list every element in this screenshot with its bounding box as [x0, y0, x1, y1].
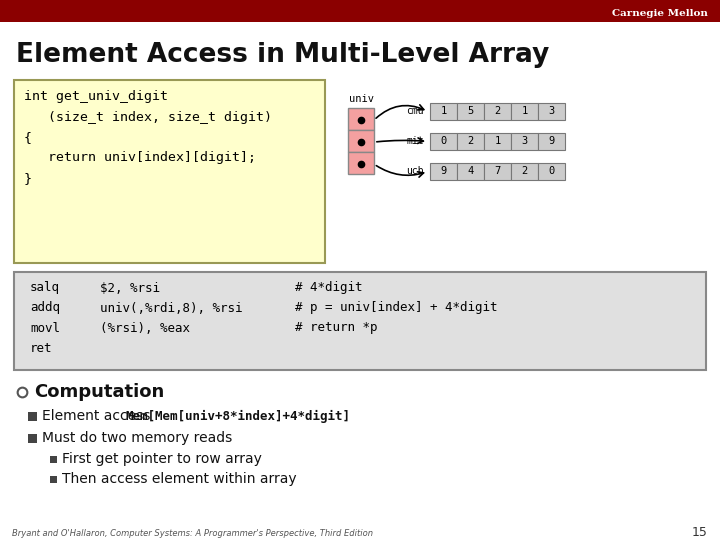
- Bar: [348, 108, 374, 130]
- Text: cmu: cmu: [406, 106, 424, 117]
- Bar: [538, 103, 565, 120]
- Bar: [430, 103, 457, 120]
- Text: 1: 1: [495, 137, 500, 146]
- Text: mit: mit: [406, 137, 424, 146]
- Text: Must do two memory reads: Must do two memory reads: [42, 431, 233, 445]
- Bar: [14, 272, 706, 370]
- Text: univ: univ: [348, 94, 374, 104]
- Text: Bryant and O'Hallaron, Computer Systems: A Programmer's Perspective, Third Editi: Bryant and O'Hallaron, Computer Systems:…: [12, 529, 373, 537]
- Bar: [538, 133, 565, 150]
- Bar: [430, 163, 457, 180]
- Bar: [0, 0, 720, 22]
- Text: 1: 1: [521, 106, 528, 117]
- Text: salq: salq: [30, 281, 60, 294]
- Text: 2: 2: [521, 166, 528, 177]
- Bar: [484, 163, 511, 180]
- Text: univ(,%rdi,8), %rsi: univ(,%rdi,8), %rsi: [100, 301, 243, 314]
- Text: 0: 0: [441, 137, 446, 146]
- Text: First get pointer to row array: First get pointer to row array: [62, 452, 262, 466]
- Text: 7: 7: [495, 166, 500, 177]
- Text: Element Access in Multi-Level Array: Element Access in Multi-Level Array: [16, 42, 549, 68]
- Bar: [511, 163, 538, 180]
- Text: 2: 2: [495, 106, 500, 117]
- Bar: [28, 411, 37, 421]
- Bar: [50, 456, 57, 462]
- Text: Computation: Computation: [34, 383, 164, 401]
- Bar: [511, 133, 538, 150]
- Bar: [457, 163, 484, 180]
- Bar: [50, 476, 57, 483]
- Bar: [484, 103, 511, 120]
- Text: 15: 15: [692, 526, 708, 539]
- Bar: [457, 103, 484, 120]
- Text: 3: 3: [521, 137, 528, 146]
- Text: ucb: ucb: [406, 166, 424, 177]
- Text: movl: movl: [30, 321, 60, 334]
- Text: 4: 4: [467, 166, 474, 177]
- Text: # p = univ[index] + 4*digit: # p = univ[index] + 4*digit: [295, 301, 498, 314]
- Bar: [348, 152, 374, 174]
- Text: 2: 2: [467, 137, 474, 146]
- Text: # return *p: # return *p: [295, 321, 377, 334]
- Bar: [538, 163, 565, 180]
- Text: 0: 0: [549, 166, 554, 177]
- Text: int get_univ_digit
   (size_t index, size_t digit)
{
   return univ[index][digit: int get_univ_digit (size_t index, size_t…: [24, 90, 272, 185]
- Text: 1: 1: [441, 106, 446, 117]
- Text: (%rsi), %eax: (%rsi), %eax: [100, 321, 190, 334]
- Text: $2, %rsi: $2, %rsi: [100, 281, 160, 294]
- Text: Carnegie Mellon: Carnegie Mellon: [612, 9, 708, 17]
- Text: ret: ret: [30, 341, 53, 354]
- Bar: [348, 130, 374, 152]
- Bar: [484, 133, 511, 150]
- Text: Element access: Element access: [42, 409, 155, 423]
- Text: 9: 9: [549, 137, 554, 146]
- Text: # 4*digit: # 4*digit: [295, 281, 362, 294]
- Text: 3: 3: [549, 106, 554, 117]
- Text: Mem[Mem[univ+8*index]+4*digit]: Mem[Mem[univ+8*index]+4*digit]: [126, 409, 351, 422]
- Bar: [457, 133, 484, 150]
- Bar: [14, 80, 325, 263]
- Text: 5: 5: [467, 106, 474, 117]
- Text: addq: addq: [30, 301, 60, 314]
- Text: Then access element within array: Then access element within array: [62, 472, 297, 486]
- Bar: [511, 103, 538, 120]
- Text: 9: 9: [441, 166, 446, 177]
- Bar: [430, 133, 457, 150]
- Bar: [28, 434, 37, 442]
